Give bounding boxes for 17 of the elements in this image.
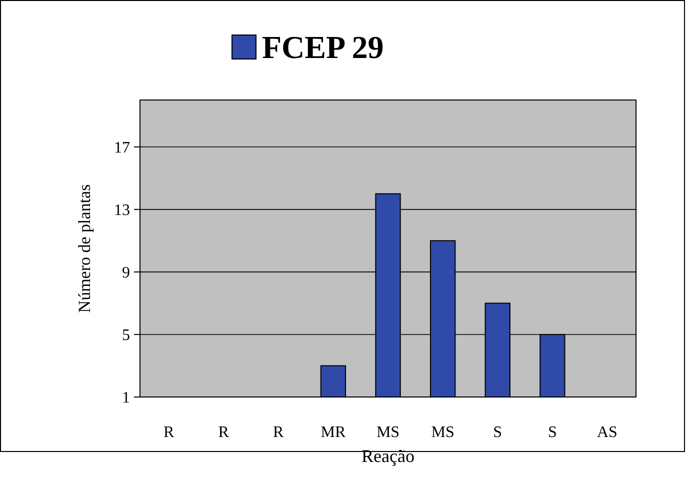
x-tick-label: MS [431,424,454,441]
x-tick-label: S [493,424,502,441]
x-tick-label: MR [320,424,346,441]
y-tick-label: 17 [114,139,130,156]
x-axis-title: Reação [362,446,414,466]
x-tick-label: MS [376,424,400,441]
y-axis-title: Número de plantas [75,184,94,313]
y-tick-label: 5 [122,327,130,344]
x-tick-label: R [218,424,230,441]
y-tick-label: 13 [114,202,130,220]
x-tick-label: R [273,424,284,441]
y-tick-label: 1 [122,390,130,407]
legend-label: FCEP 29 [262,29,384,65]
x-tick-label: S [548,424,557,441]
y-tick-label: 9 [122,264,130,282]
x-tick-label: R [163,424,174,441]
x-tick-label: AS [597,424,618,441]
